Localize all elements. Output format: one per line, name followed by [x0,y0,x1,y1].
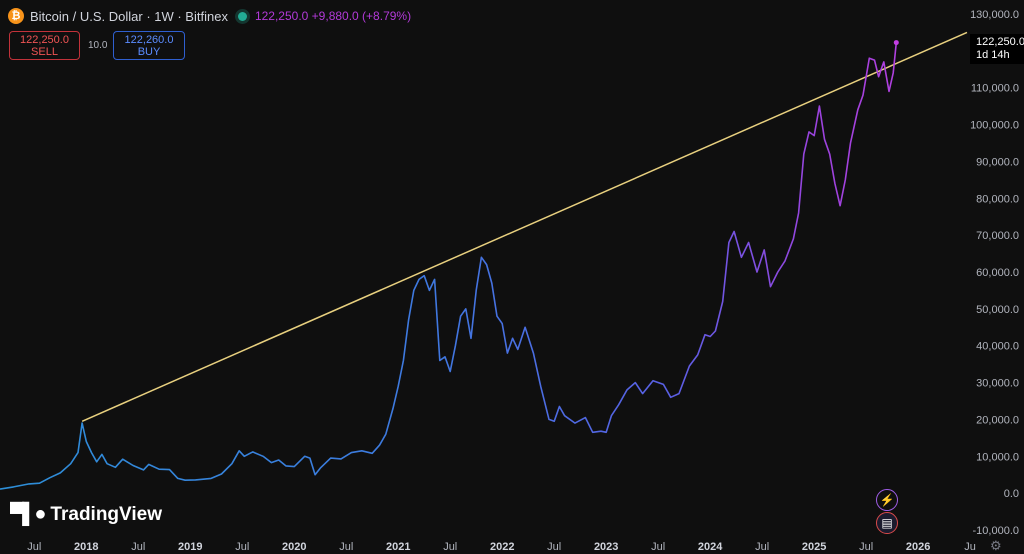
x-tick-label: Jul [651,541,665,553]
sell-label: SELL [31,45,58,58]
symbol-title: Bitcoin / U.S. Dollar · 1W · Bitfinex [30,8,228,24]
buy-price: 122,260.0 [124,33,174,46]
flag-icon[interactable]: ▤ [876,512,898,534]
x-tick-label: 2025 [802,541,826,553]
sell-button[interactable]: 122,250.0 SELL [9,31,80,60]
y-tick-label: -10,000.0 [973,525,1019,537]
x-tick-label: 2021 [386,541,410,553]
x-tick-label: Jul [131,541,145,553]
y-tick-label: 90,000.0 [976,156,1019,168]
buy-button[interactable]: 122,260.0 BUY [113,31,185,60]
y-tick-label: 110,000.0 [971,83,1019,95]
bar-countdown: 1d 14h [976,49,1010,61]
buy-label: BUY [137,45,161,58]
x-tick-label: Jul [755,541,769,553]
gear-icon[interactable]: ⚙ [990,538,1002,553]
spread-value: 10.0 [88,40,108,51]
x-tick-label: Jul [27,541,41,553]
tradingview-logo[interactable]: ▀▌● TradingView [10,503,162,526]
tradingview-logo-text: TradingView [50,503,162,525]
x-tick-label: 2024 [698,541,723,553]
y-tick-label: 40,000.0 [976,341,1019,353]
y-tick-label: 20,000.0 [976,414,1019,426]
y-tick-label: 100,000.0 [970,120,1019,132]
price-readout: 122,250.0 +9,880.0 (+8.79%) [254,9,412,23]
trendline[interactable] [81,31,968,422]
x-tick-label: 2018 [74,541,98,553]
x-tick-label: Jul [235,541,249,553]
sell-price: 122,250.0 [20,33,69,46]
y-tick-label: 30,000.0 [976,378,1019,390]
y-tick-label: 70,000.0 [976,230,1019,242]
y-tick-label: 0.0 [1004,488,1019,500]
x-tick-label: Jul [547,541,561,553]
y-axis[interactable]: 130,000.0 110,000.0 100,000.0 90,000.0 80,00… [970,9,1019,537]
y-tick-label: 10,000.0 [976,451,1019,463]
y-tick-label: 130,000.0 [970,9,1019,21]
x-tick-label: 2022 [490,541,514,553]
market-status-icon[interactable] [237,11,247,21]
x-tick-label: Ju [964,541,976,553]
lightning-icon[interactable]: ⚡ [876,489,898,511]
tradingview-icon: ▀▌● [10,503,46,525]
price-line [0,42,898,490]
y-tick-label: 60,000.0 [976,267,1019,279]
x-tick-label: Jul [339,541,353,553]
bitcoin-icon: ₿ [8,8,24,24]
last-price-value: 122,250.0 [976,36,1024,48]
x-tick-label: Jul [443,541,457,553]
y-tick-label: 50,000.0 [976,304,1019,316]
x-tick-label: 2020 [282,541,306,553]
symbol-header[interactable]: ₿ Bitcoin / U.S. Dollar · 1W · Bitfinex … [8,6,411,26]
x-tick-label: Jul [859,541,873,553]
y-tick-label: 80,000.0 [976,193,1019,205]
x-tick-label: 2026 [906,541,930,553]
x-tick-label: 2019 [178,541,202,553]
last-price-marker [893,40,899,46]
x-tick-label: 2023 [594,541,618,553]
last-price-label: 122,250.0 1d 14h [970,34,1024,64]
x-axis[interactable]: Jul 2018 Jul 2019 Jul 2020 Jul 2021 Jul 2022 Jul 20… [27,541,976,553]
